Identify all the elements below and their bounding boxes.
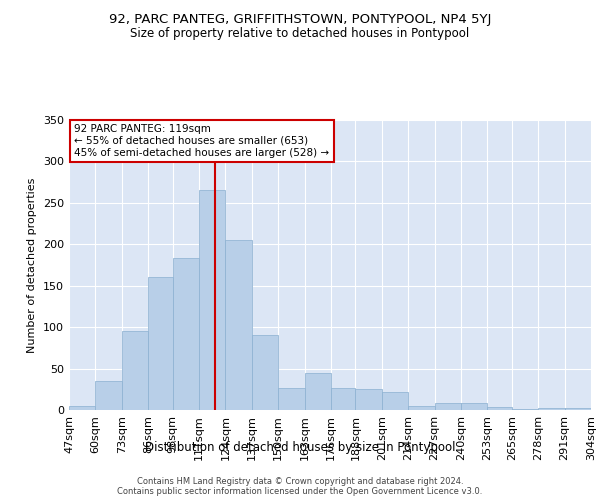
Bar: [305, 372, 331, 410]
Text: Contains public sector information licensed under the Open Government Licence v3: Contains public sector information licen…: [118, 486, 482, 496]
Bar: [538, 408, 565, 410]
Y-axis label: Number of detached properties: Number of detached properties: [28, 178, 37, 352]
Bar: [434, 404, 461, 410]
Text: Size of property relative to detached houses in Pontypool: Size of property relative to detached ho…: [130, 28, 470, 40]
Bar: [173, 258, 199, 410]
Bar: [95, 381, 122, 410]
Bar: [226, 240, 252, 410]
Bar: [252, 336, 278, 410]
Text: Contains HM Land Registry data © Crown copyright and database right 2024.: Contains HM Land Registry data © Crown c…: [137, 476, 463, 486]
Bar: [69, 406, 95, 410]
Text: Distribution of detached houses by size in Pontypool: Distribution of detached houses by size …: [145, 441, 455, 454]
Bar: [565, 408, 591, 410]
Bar: [408, 406, 434, 410]
Bar: [382, 392, 408, 410]
Bar: [461, 404, 487, 410]
Bar: [331, 388, 355, 410]
Bar: [355, 390, 382, 410]
Bar: [199, 190, 226, 410]
Text: 92 PARC PANTEG: 119sqm
← 55% of detached houses are smaller (653)
45% of semi-de: 92 PARC PANTEG: 119sqm ← 55% of detached…: [74, 124, 329, 158]
Bar: [512, 409, 538, 410]
Bar: [148, 278, 173, 410]
Bar: [122, 332, 148, 410]
Text: 92, PARC PANTEG, GRIFFITHSTOWN, PONTYPOOL, NP4 5YJ: 92, PARC PANTEG, GRIFFITHSTOWN, PONTYPOO…: [109, 12, 491, 26]
Bar: [487, 406, 512, 410]
Bar: [278, 388, 305, 410]
